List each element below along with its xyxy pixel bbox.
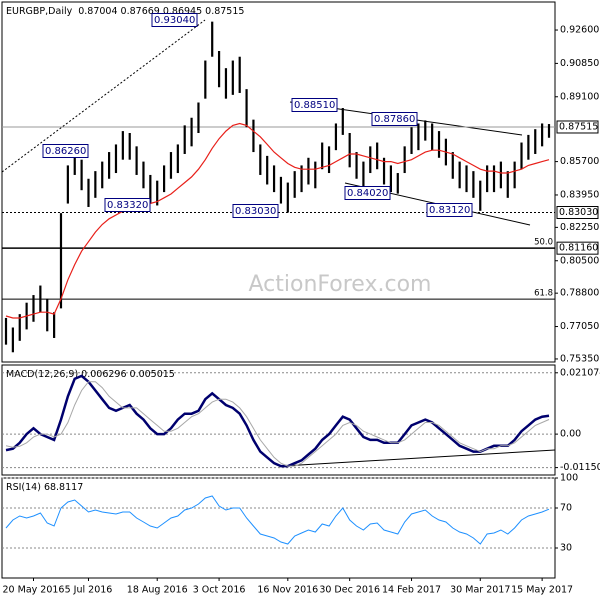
x-tick-label: 5 Jul 2016 <box>65 585 113 596</box>
level-label: 0.87515 <box>559 121 598 132</box>
y-tick-label: 0.92600 <box>560 25 599 36</box>
x-tick-label: 30 Mar 2017 <box>450 585 510 596</box>
quote-text: 0.87004 0.87669 0.86945 0.87515 <box>78 6 244 17</box>
y-tick-label: 0.021074 <box>560 367 600 378</box>
annotation-box <box>344 186 391 200</box>
moving-average <box>5 122 550 319</box>
x-tick-label: 15 May 2017 <box>511 585 573 596</box>
fib-label: 50.0 <box>534 238 553 248</box>
y-tick-label: 70 <box>560 503 572 514</box>
fib-label: 61.8 <box>534 289 553 299</box>
x-tick-label: 14 Feb 2017 <box>382 585 441 596</box>
title-text: EURGBP,Daily <box>6 6 73 17</box>
level-label-box <box>556 241 599 255</box>
annotation-box <box>42 144 89 158</box>
panel-title: MACD(12,26,9) 0.006296 0.005015 <box>6 369 175 380</box>
y-tick-label: -0.011507 <box>560 462 600 473</box>
panel-title: EURGBP,Daily 0.87004 0.87669 0.86945 0.87… <box>6 6 244 17</box>
title-text: MACD(12,26,9) 0.006296 0.005015 <box>6 369 175 380</box>
level-label: 0.83030 <box>559 207 598 218</box>
annotation-box <box>426 203 473 217</box>
annotation-box <box>371 112 418 126</box>
x-tick-label: 30 Dec 2016 <box>319 585 380 596</box>
annotation-box <box>104 198 151 212</box>
y-tick-label: 100 <box>560 473 578 484</box>
y-tick-label: 0.82250 <box>560 222 599 233</box>
annotation: 0.84020 <box>347 188 388 199</box>
level-label: 0.81160 <box>559 243 598 254</box>
y-tick-label: 0.85700 <box>560 156 599 167</box>
y-tick-label: 0.77050 <box>560 321 599 332</box>
y-tick-label: 0.75350 <box>560 353 599 364</box>
x-tick-label: 20 May 2016 <box>3 585 65 596</box>
annotation: 0.83120 <box>429 205 470 216</box>
panel-frame <box>1 364 556 476</box>
x-tick-label: 16 Nov 2016 <box>257 585 318 596</box>
series-line <box>5 381 550 467</box>
annotation: 0.93040 <box>154 15 195 26</box>
series-line <box>5 374 550 468</box>
y-tick-label: 30 <box>560 543 572 554</box>
y-tick-label: 0.83950 <box>560 189 599 200</box>
y-tick-label: 0.00 <box>560 429 581 440</box>
annotation: 0.86260 <box>45 146 86 157</box>
panel-title: RSI(14) 68.8117 <box>6 482 83 493</box>
series-line <box>5 495 550 545</box>
x-tick-label: 18 Aug 2016 <box>127 585 188 596</box>
x-tick-label: 3 Oct 2016 <box>193 585 246 596</box>
annotation: 0.87860 <box>374 114 415 125</box>
level-label-box <box>556 120 599 134</box>
annotation-box <box>291 98 338 112</box>
y-tick-label: 0.78800 <box>560 288 599 299</box>
level-label-box <box>556 206 599 220</box>
trend-line <box>282 449 556 467</box>
y-tick-label: 0.90850 <box>560 58 599 69</box>
title-text: RSI(14) 68.8117 <box>6 482 83 493</box>
annotation-box <box>232 204 279 218</box>
y-tick-label: 0.89100 <box>560 91 599 102</box>
annotation: 0.83320 <box>107 200 148 211</box>
annotation: 0.88510 <box>294 100 335 111</box>
annotation-box <box>151 13 198 27</box>
y-tick-label: 0.80500 <box>560 255 599 266</box>
watermark: ActionForex.com <box>249 272 432 297</box>
panel-frame <box>1 1 556 363</box>
annotation: 0.83030 <box>235 206 276 217</box>
